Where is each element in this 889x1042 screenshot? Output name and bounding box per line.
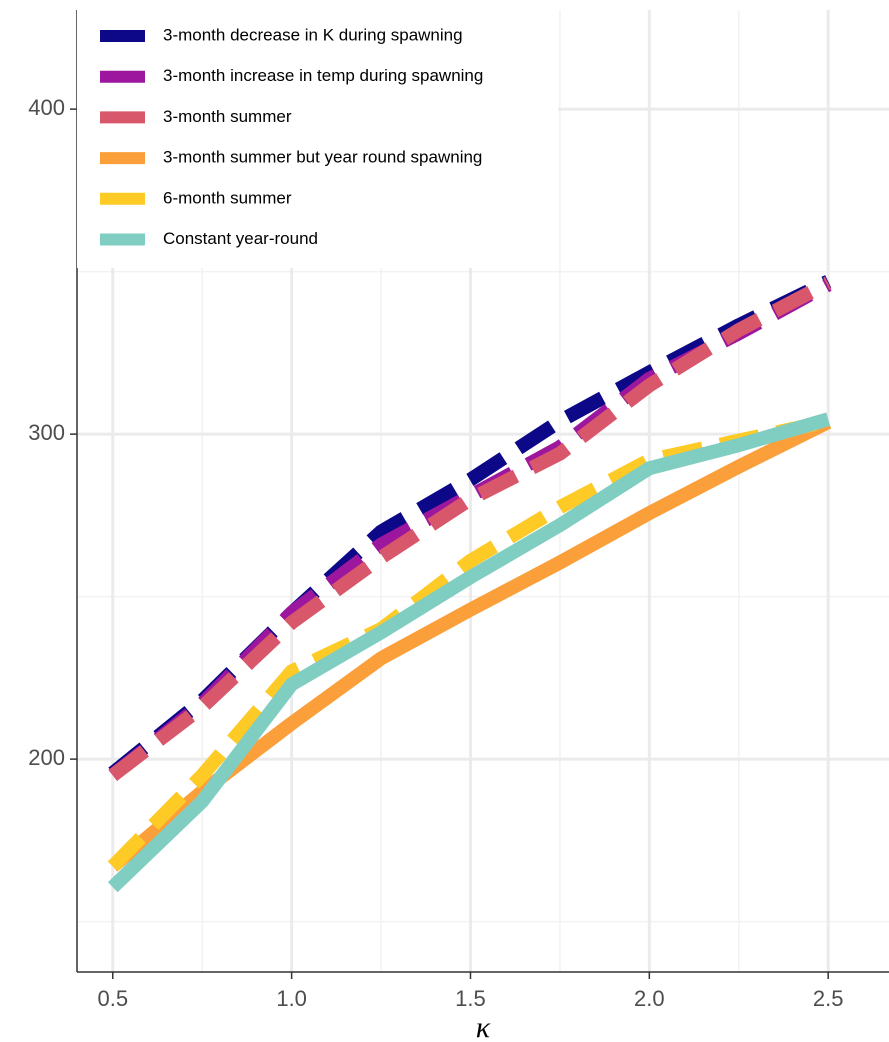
x-tick-label: 1.0 [276, 986, 307, 1011]
x-axis-title: κ [476, 1011, 491, 1042]
lines [107, 275, 832, 893]
y-tick-label: 400 [28, 95, 65, 120]
legend-label: 3-month summer but year round spawning [163, 148, 482, 167]
x-tick-label: 1.5 [455, 986, 486, 1011]
line-series [108, 276, 832, 781]
x-tick-label: 0.5 [97, 986, 128, 1011]
legend-box [77, 10, 558, 268]
ticks: 200 300 400 0.5 1.0 1.5 2.0 2.5 [28, 95, 843, 1011]
legend-label: Constant year-round [163, 229, 318, 248]
legend-label: 6-month summer [163, 188, 292, 207]
line-series [108, 275, 832, 779]
line-series [107, 412, 831, 893]
y-tick-label: 200 [28, 745, 65, 770]
legend-label: 3-month summer [163, 107, 292, 126]
y-tick-label: 300 [28, 420, 65, 445]
legend-label: 3-month increase in temp during spawning [163, 66, 483, 85]
legend: 3-month decrease in K during spawning 3-m… [77, 10, 558, 268]
x-tick-label: 2.0 [634, 986, 665, 1011]
legend-label: 3-month decrease in K during spawning [163, 25, 463, 44]
x-tick-label: 2.5 [813, 986, 844, 1011]
line-series [107, 414, 830, 872]
